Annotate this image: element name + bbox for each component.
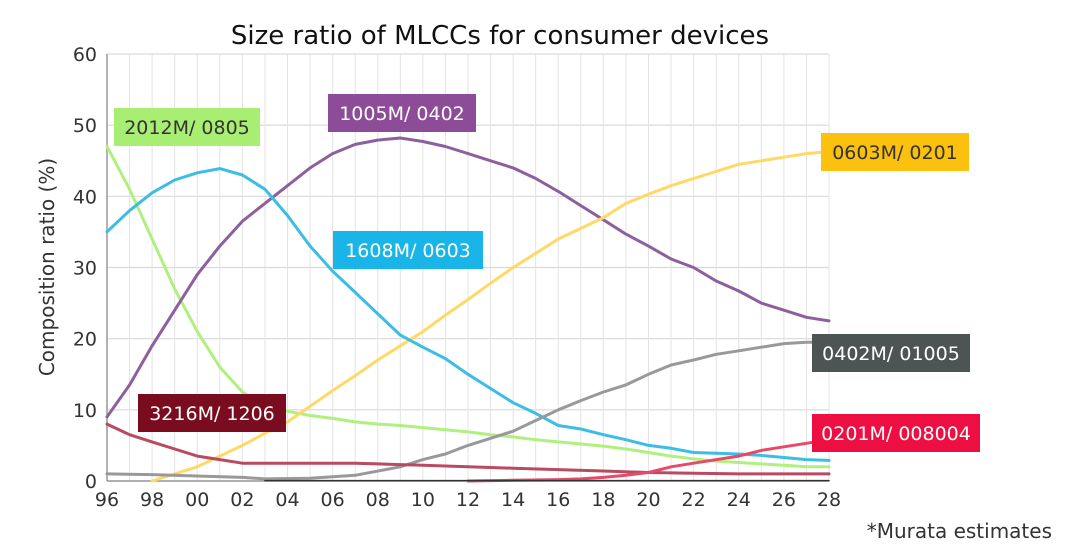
x-tick-label: 12 [456,489,480,511]
series-label-box-1005m-0402 [328,94,476,132]
y-tick-label: 10 [73,400,97,422]
series-label-box-0201m-008004 [812,414,980,452]
series-label-1005m-0402: 1005M/ 0402 [339,103,465,125]
y-tick-label: 40 [73,186,97,208]
series-line-0402m-01005 [105,340,831,481]
x-tick-label: 24 [727,489,751,511]
x-tick-label: 10 [411,489,435,511]
x-tick-label: 00 [185,489,209,511]
series-label-box-1608m-0603 [333,231,483,269]
series-label-3216m-1206: 3216M/ 1206 [149,403,275,425]
series-label-2012m-0805: 2012M/ 0805 [124,117,250,139]
x-tick-label: 04 [275,489,299,511]
y-axis-label: Composition ratio (%) [35,158,59,376]
axes: 0 10 20 30 40 50 60 96 98 00 02 04 06 08 10 12 14 16 18 20 2… [73,44,841,511]
chart-title: Size ratio of MLCCs for consumer devices [231,21,769,51]
x-tick-label: 08 [366,489,390,511]
x-tick-label: 26 [772,489,796,511]
x-tick-label: 02 [230,489,254,511]
y-tick-label: 30 [73,258,97,280]
series-label-box-0402m-01005 [812,334,970,372]
series-label-box-2012m-0805 [114,108,260,146]
series-line-0201m-008004 [466,438,831,483]
series-label-1608m-0603: 1608M/ 0603 [345,240,471,262]
x-tick-label: 18 [591,489,615,511]
series-label-0201m-008004: 0201M/ 008004 [821,423,971,445]
series-line-1608m-0603 [105,167,831,462]
series-label-box-3216m-1206 [138,394,286,432]
series-line-3216m-1206 [105,422,831,476]
x-tick-label: 20 [636,489,660,511]
x-tick-label: 16 [546,489,570,511]
series-lines [105,136,831,483]
x-tick-label: 96 [95,489,119,511]
x-tick-label: 06 [321,489,345,511]
series-labels: 2012M/ 0805 1005M/ 0402 0603M/ 0201 1608M/ … [114,94,980,452]
y-tick-label: 20 [73,329,97,351]
series-label-0603m-0201: 0603M/ 0201 [832,142,958,164]
series-label-box-0603m-0201 [821,133,969,171]
y-tick-label: 0 [85,471,97,493]
x-tick-label: 28 [817,489,841,511]
y-tick-label: 60 [73,44,97,66]
x-tick-label: 22 [682,489,706,511]
series-line-1005m-0402 [105,136,831,419]
series-label-0402m-01005: 0402M/ 01005 [822,343,960,365]
footnote: *Murata estimates [867,519,1052,543]
y-tick-label: 50 [73,115,97,137]
series-line-0603m-0201 [150,150,831,483]
x-tick-label: 98 [140,489,164,511]
x-tick-label: 14 [501,489,525,511]
